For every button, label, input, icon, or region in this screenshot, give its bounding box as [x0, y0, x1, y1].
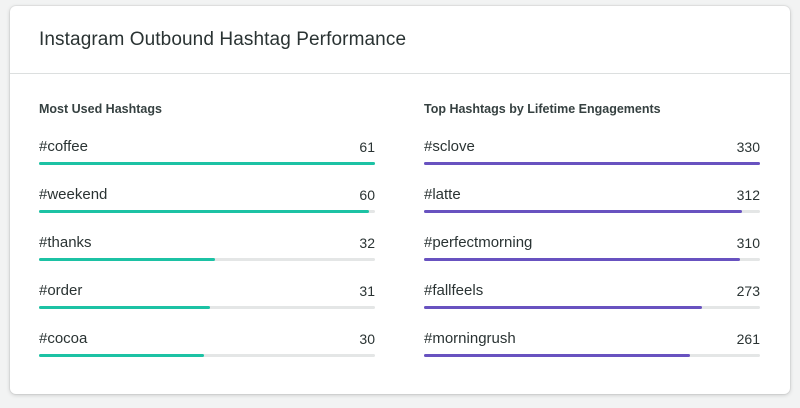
hashtag-label: #morningrush	[424, 330, 516, 347]
hashtag-value: 32	[359, 235, 375, 251]
hashtag-label: #perfectmorning	[424, 234, 533, 251]
hashtag-row: #cocoa 30	[39, 322, 375, 370]
progress-track	[39, 354, 375, 357]
hashtag-value: 330	[736, 139, 760, 155]
hashtag-row: #coffee 61	[39, 130, 375, 178]
hashtag-row: #sclove 330	[424, 130, 760, 178]
progress-track	[424, 306, 760, 309]
progress-track	[39, 258, 375, 261]
progress-fill	[39, 210, 370, 213]
card-title: Instagram Outbound Hashtag Performance	[39, 28, 407, 50]
hashtag-row: #latte 312	[424, 178, 760, 226]
progress-track	[424, 258, 760, 261]
hashtag-row: #thanks 32	[39, 226, 375, 274]
card-header: Instagram Outbound Hashtag Performance	[10, 6, 790, 74]
hashtag-row: #fallfeels 273	[424, 274, 760, 322]
hashtag-performance-card: Instagram Outbound Hashtag Performance M…	[10, 6, 790, 394]
hashtag-row: #perfectmorning 310	[424, 226, 760, 274]
hashtag-value: 31	[359, 283, 375, 299]
hashtag-value: 310	[736, 235, 760, 251]
most-used-list: #coffee 61 #weekend 60 #thanks 32 #order 31 #coc…	[39, 130, 375, 370]
progress-track	[424, 162, 760, 165]
panel-title-most-used: Most Used Hashtags	[39, 102, 162, 116]
progress-fill	[424, 162, 760, 165]
top-engagements-list: #sclove 330 #latte 312 #perfectmorning 310 #fa…	[424, 130, 760, 370]
hashtag-value: 61	[359, 139, 375, 155]
progress-track	[39, 306, 375, 309]
hashtag-label: #thanks	[39, 234, 92, 251]
progress-track	[424, 354, 760, 357]
hashtag-label: #fallfeels	[424, 282, 484, 299]
hashtag-value: 312	[736, 187, 760, 203]
progress-fill	[39, 258, 216, 261]
hashtag-label: #latte	[424, 186, 461, 203]
progress-track	[424, 210, 760, 213]
hashtag-label: #coffee	[39, 138, 88, 155]
hashtag-label: #weekend	[39, 186, 108, 203]
hashtag-value: 30	[359, 331, 375, 347]
progress-fill	[424, 210, 742, 213]
hashtag-label: #sclove	[424, 138, 475, 155]
progress-fill	[424, 354, 690, 357]
most-used-hashtags-panel: Most Used Hashtags #coffee 61 #weekend 60 #t…	[39, 100, 375, 370]
progress-fill	[39, 162, 375, 165]
progress-fill	[39, 306, 210, 309]
hashtag-value: 273	[736, 283, 760, 299]
progress-fill	[424, 306, 702, 309]
progress-track	[39, 210, 375, 213]
hashtag-row: #morningrush 261	[424, 322, 760, 370]
hashtag-row: #order 31	[39, 274, 375, 322]
progress-track	[39, 162, 375, 165]
hashtag-label: #cocoa	[39, 330, 88, 347]
hashtag-row: #weekend 60	[39, 178, 375, 226]
hashtag-value: 261	[736, 331, 760, 347]
hashtag-label: #order	[39, 282, 83, 299]
top-engagement-hashtags-panel: Top Hashtags by Lifetime Engagements #sc…	[424, 100, 760, 370]
hashtag-value: 60	[359, 187, 375, 203]
panel-title-top-engagements: Top Hashtags by Lifetime Engagements	[424, 102, 661, 116]
progress-fill	[39, 354, 205, 357]
progress-fill	[424, 258, 740, 261]
